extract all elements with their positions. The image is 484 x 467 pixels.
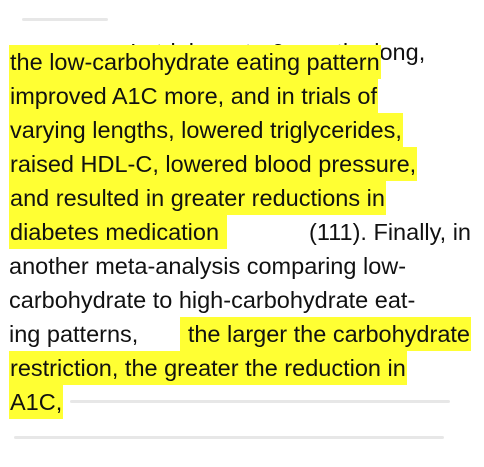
cropped-text-remnant xyxy=(22,18,108,21)
highlighted-text: varying lengths, lowered triglycerides, xyxy=(9,113,403,147)
highlighted-text: restriction, the greater the reduction i… xyxy=(9,351,407,385)
text-line: A1C, xyxy=(9,385,471,419)
highlighted-text: the larger the carbohydrate xyxy=(180,317,471,351)
text-line: the low-carbohydrate eating pattern xyxy=(9,45,471,79)
highlighted-text: raised HDL-C, lowered blood pressure, xyxy=(9,147,418,181)
text-line: diabetes medication (111). Finally, in xyxy=(9,215,471,249)
highlighted-text: the low-carbohydrate eating pattern xyxy=(9,45,381,79)
text-line: restriction, the greater the reduction i… xyxy=(9,351,471,385)
cropped-text-remnant xyxy=(14,436,444,439)
highlighted-text: improved A1C more, and in trials of xyxy=(9,79,379,113)
cropped-text-remnant xyxy=(70,400,450,403)
highlighted-text: A1C, xyxy=(9,385,64,419)
text-segment: carbohydrate to high-carbohydrate eat- xyxy=(9,287,416,313)
text-line: varying lengths, lowered triglycerides, xyxy=(9,113,471,147)
highlighted-text: and resulted in greater reductions in xyxy=(9,181,386,215)
text-segment: (111). Finally, in xyxy=(309,219,471,245)
text-line: carbohydrate to high-carbohydrate eat- xyxy=(9,283,471,317)
text-line: ing patterns, the larger the carbohydrat… xyxy=(9,317,471,351)
text-segment: ing patterns, xyxy=(9,321,139,347)
text-line: another meta-analysis comparing low- xyxy=(9,249,471,283)
text-line: and resulted in greater reductions in xyxy=(9,181,471,215)
highlighted-text: diabetes medication xyxy=(9,215,227,249)
text-line: improved A1C more, and in trials of xyxy=(9,79,471,113)
text-line: raised HDL-C, lowered blood pressure, xyxy=(9,147,471,181)
text-segment: another meta-analysis comparing low- xyxy=(9,253,407,279)
